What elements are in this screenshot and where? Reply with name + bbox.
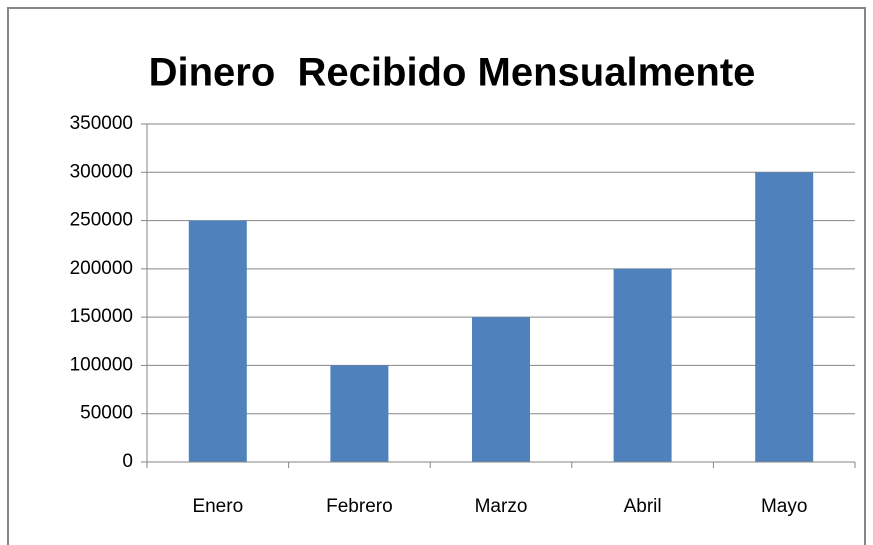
y-tick-label: 50000 (80, 403, 133, 424)
bar (472, 317, 530, 462)
chart-frame (7, 7, 866, 545)
x-tick-label: Mayo (761, 496, 807, 517)
y-tick-label: 350000 (70, 113, 133, 134)
x-tick-label: Enero (192, 496, 243, 517)
y-tick-label: 250000 (70, 210, 133, 231)
bar (613, 268, 672, 462)
x-tick-label: Abril (624, 496, 662, 517)
bar (330, 365, 389, 462)
bar (188, 220, 247, 462)
x-tick-label: Marzo (475, 496, 528, 517)
chart-title: Dinero Recibido Mensualmente (149, 51, 756, 95)
y-tick-label: 150000 (70, 306, 133, 327)
y-tick-label: 300000 (70, 161, 133, 182)
x-tick-label: Febrero (326, 496, 393, 517)
y-tick-label: 200000 (70, 258, 133, 279)
y-tick-label: 100000 (70, 354, 133, 375)
y-tick-label: 0 (122, 451, 133, 472)
bar (755, 172, 814, 463)
